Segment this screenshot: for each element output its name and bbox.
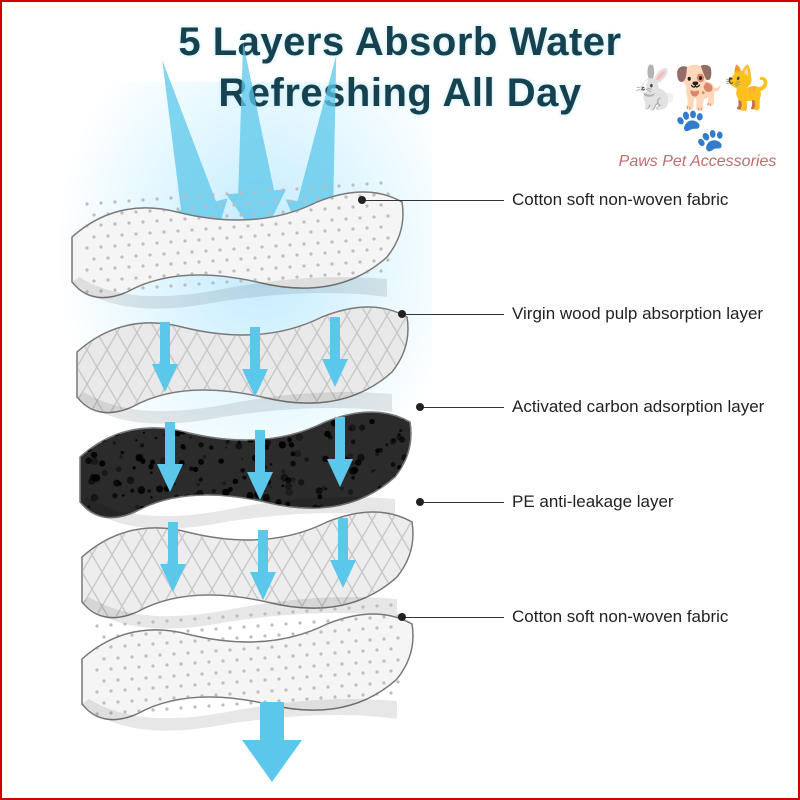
leader-line: [420, 502, 504, 503]
leader-line: [420, 407, 504, 408]
water-arrow-through-icon: [322, 317, 348, 392]
layer-label: Virgin wood pulp absorption layer: [512, 304, 763, 324]
layers-stack: Cotton soft non-woven fabric Virgin wood…: [2, 2, 800, 800]
water-arrow-through-icon: [160, 522, 186, 597]
leader-line: [402, 314, 504, 315]
layer-label: Cotton soft non-woven fabric: [512, 190, 728, 210]
leader-dot-icon: [398, 310, 406, 318]
water-arrow-through-icon: [157, 422, 183, 497]
leader-dot-icon: [398, 613, 406, 621]
water-arrow-through-icon: [330, 518, 356, 593]
water-arrow-through-icon: [250, 530, 276, 605]
leader-dot-icon: [358, 196, 366, 204]
infographic-frame: 5 Layers Absorb Water Refreshing All Day…: [0, 0, 800, 800]
layer-label: Cotton soft non-woven fabric: [512, 607, 728, 627]
layer-label: Activated carbon adsorption layer: [512, 397, 764, 417]
layer-label: PE anti-leakage layer: [512, 492, 674, 512]
leader-line: [402, 617, 504, 618]
leader-dot-icon: [416, 498, 424, 506]
water-arrow-out-icon: [242, 702, 302, 787]
water-arrow-through-icon: [327, 417, 353, 492]
leader-line: [362, 200, 504, 201]
leader-dot-icon: [416, 403, 424, 411]
water-arrow-through-icon: [247, 430, 273, 505]
water-arrow-through-icon: [152, 322, 178, 397]
water-arrow-through-icon: [242, 327, 268, 402]
